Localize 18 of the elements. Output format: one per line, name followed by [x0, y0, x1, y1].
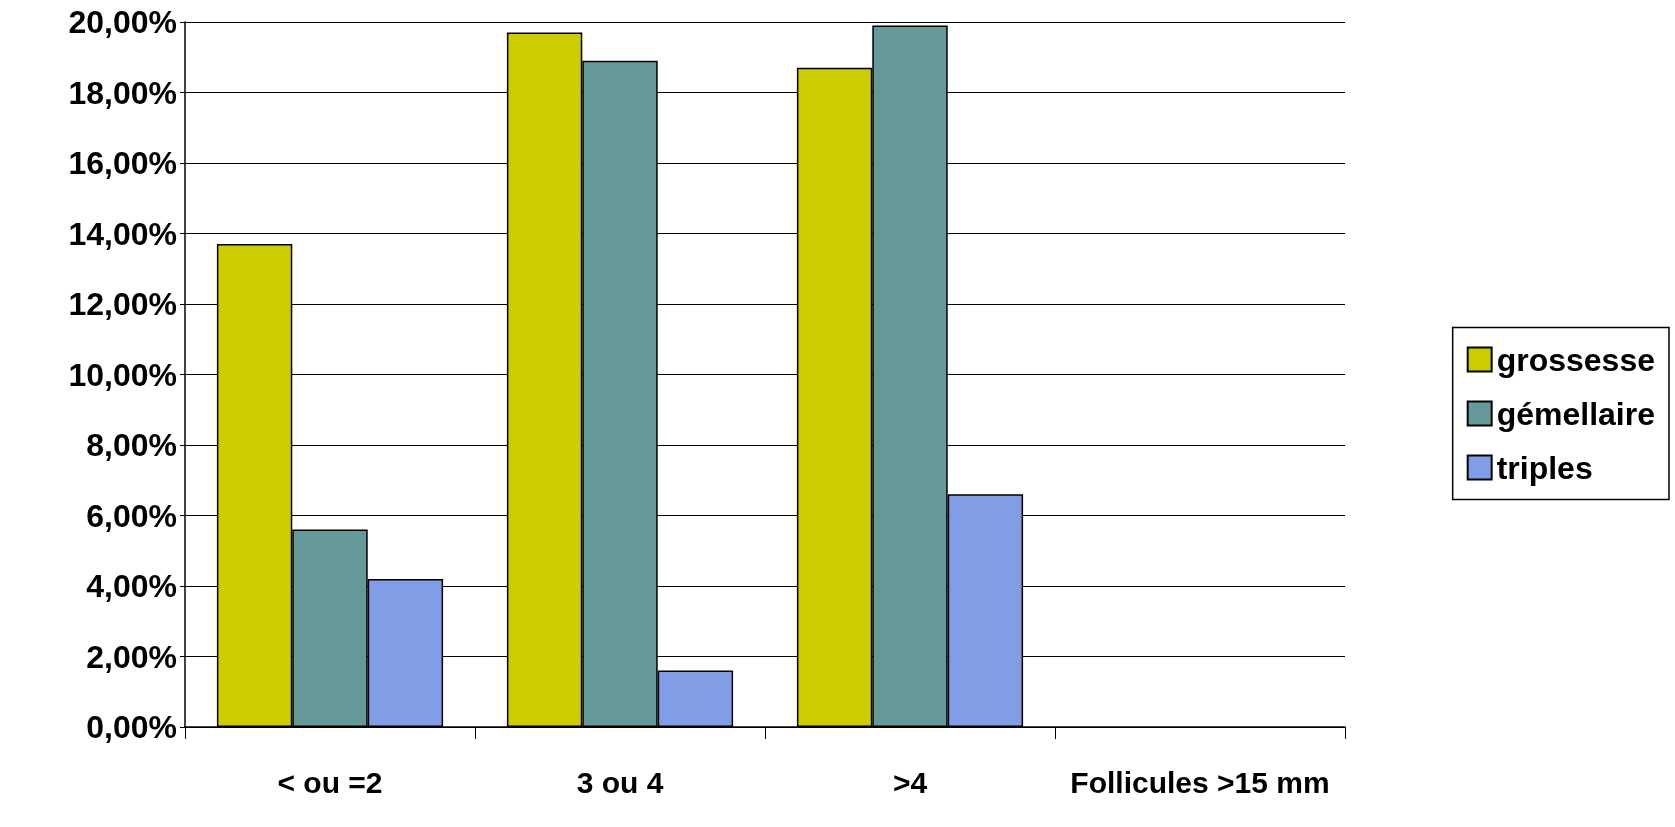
x-tick-label: 3 ou 4: [576, 765, 664, 799]
legend-label: gémellaire: [1496, 395, 1655, 432]
y-tick-label: 2,00%: [86, 638, 177, 675]
legend-label: grossesse: [1496, 341, 1655, 378]
y-tick-label: 8,00%: [86, 427, 177, 463]
x-tick-label: Follicules >15 mm: [1070, 765, 1330, 799]
y-tick-label: 16,00%: [68, 145, 177, 181]
y-tick-label: 10,00%: [68, 356, 177, 393]
x-tick-label: >4: [892, 765, 928, 799]
legend-label: triples: [1496, 449, 1593, 486]
y-tick-label: 4,00%: [86, 568, 177, 604]
x-tick-label: < ou =2: [277, 765, 383, 799]
y-tick-label: 14,00%: [68, 215, 177, 252]
y-tick-label: 18,00%: [68, 74, 177, 111]
y-tick-label: 6,00%: [86, 497, 177, 534]
y-tick-label: 12,00%: [68, 286, 177, 322]
y-tick-label: 20,00%: [68, 4, 177, 40]
y-tick-label: 0,00%: [86, 709, 177, 745]
